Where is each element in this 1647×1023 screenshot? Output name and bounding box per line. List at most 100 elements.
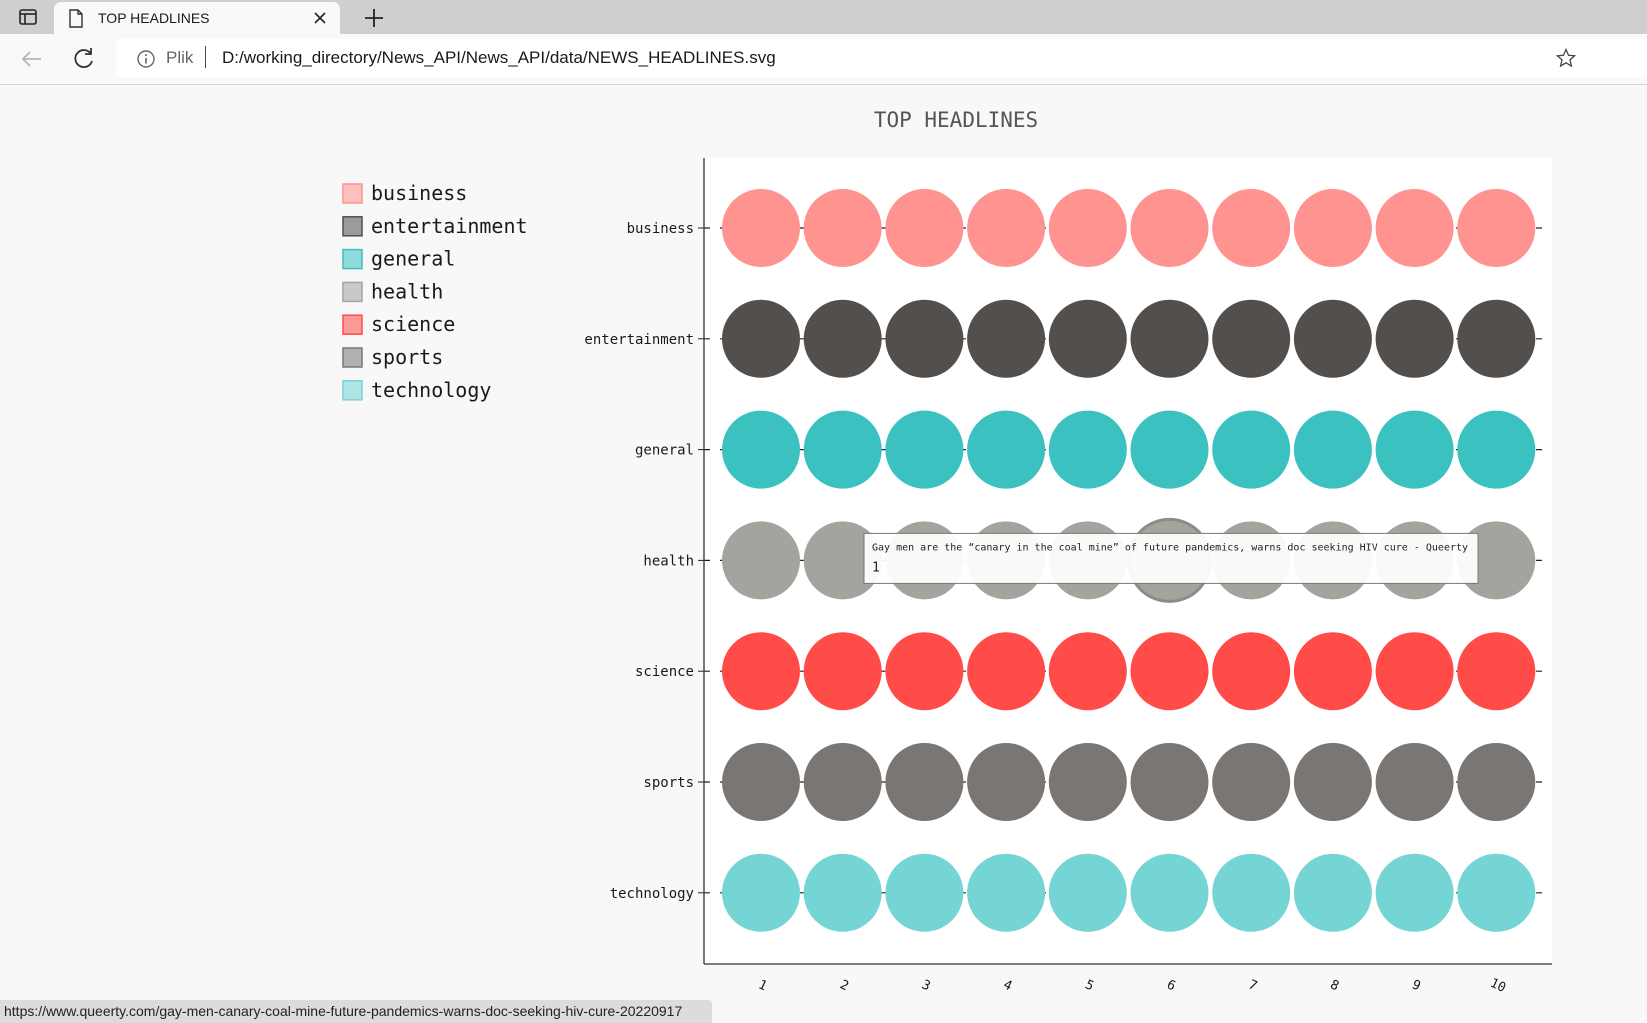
point-science-9[interactable] <box>1375 632 1454 711</box>
address-url[interactable]: D:/working_directory/News_API/News_API/d… <box>222 48 776 67</box>
point-sports-6[interactable] <box>1130 743 1209 821</box>
point-business-8[interactable] <box>1293 189 1372 267</box>
point-sports-2[interactable] <box>803 743 882 821</box>
point-general-5[interactable] <box>1048 410 1127 489</box>
point-business-10[interactable] <box>1457 189 1536 267</box>
point-technology-4[interactable] <box>967 853 1046 932</box>
point-entertainment-4[interactable] <box>967 299 1046 378</box>
x-tick-label: 3 <box>919 977 932 994</box>
point-science-8[interactable] <box>1293 632 1372 711</box>
new-tab-icon[interactable] <box>360 4 388 32</box>
point-science-1[interactable] <box>722 632 800 711</box>
point-technology-7[interactable] <box>1212 853 1291 932</box>
x-tick-label: 5 <box>1083 977 1096 994</box>
x-tick-label: 4 <box>1001 977 1015 994</box>
point-technology-3[interactable] <box>885 853 964 932</box>
favorite-star-icon[interactable] <box>1556 48 1576 68</box>
point-entertainment-8[interactable] <box>1293 299 1372 378</box>
y-tick-label-business: business <box>627 221 694 237</box>
point-entertainment-7[interactable] <box>1212 299 1291 378</box>
point-science-4[interactable] <box>967 632 1046 711</box>
point-entertainment-2[interactable] <box>803 299 882 378</box>
legend-label-entertainment[interactable]: entertainment <box>371 214 528 238</box>
point-sports-9[interactable] <box>1375 743 1454 821</box>
legend-swatch-entertainment[interactable] <box>342 216 363 237</box>
legend-swatch-business[interactable] <box>342 183 363 204</box>
point-science-6[interactable] <box>1130 632 1209 711</box>
point-technology-9[interactable] <box>1375 853 1454 932</box>
point-general-2[interactable] <box>803 410 882 489</box>
x-tick-label: 10 <box>1488 976 1509 996</box>
point-business-9[interactable] <box>1375 189 1454 267</box>
back-arrow-icon[interactable] <box>18 45 46 73</box>
point-general-6[interactable] <box>1130 410 1209 489</box>
point-entertainment-5[interactable] <box>1048 299 1127 378</box>
legend-swatch-technology[interactable] <box>342 380 363 401</box>
tab-title: TOP HEADLINES <box>98 10 210 26</box>
point-business-2[interactable] <box>803 189 882 267</box>
tooltip-value: 1 <box>872 560 880 575</box>
point-sports-8[interactable] <box>1293 743 1372 821</box>
point-science-10[interactable] <box>1457 632 1536 711</box>
point-sports-3[interactable] <box>885 743 964 821</box>
point-general-4[interactable] <box>967 410 1046 489</box>
point-business-5[interactable] <box>1048 189 1127 267</box>
legend-label-science[interactable]: science <box>371 312 455 336</box>
point-entertainment-9[interactable] <box>1375 299 1454 378</box>
point-sports-4[interactable] <box>967 743 1046 821</box>
tab-active[interactable]: TOP HEADLINES <box>54 2 340 34</box>
point-business-4[interactable] <box>967 189 1046 267</box>
point-technology-2[interactable] <box>803 853 882 932</box>
address-scheme-label: Plik <box>166 48 194 67</box>
point-entertainment-10[interactable] <box>1457 299 1536 378</box>
legend-swatch-science[interactable] <box>342 314 363 335</box>
reload-icon[interactable] <box>70 45 98 73</box>
legend-swatch-general[interactable] <box>342 248 363 270</box>
point-general-3[interactable] <box>885 410 964 489</box>
x-tick-label: 1 <box>756 977 769 994</box>
point-business-7[interactable] <box>1212 189 1291 267</box>
point-science-7[interactable] <box>1212 632 1291 711</box>
point-sports-1[interactable] <box>722 743 800 821</box>
point-business-1[interactable] <box>722 189 800 267</box>
point-science-2[interactable] <box>803 632 882 711</box>
point-sports-7[interactable] <box>1212 743 1291 821</box>
point-general-7[interactable] <box>1212 410 1291 489</box>
point-sports-5[interactable] <box>1048 743 1127 821</box>
point-technology-5[interactable] <box>1048 853 1127 932</box>
point-technology-6[interactable] <box>1130 853 1209 932</box>
point-technology-10[interactable] <box>1457 853 1536 932</box>
legend-label-technology[interactable]: technology <box>371 378 491 402</box>
point-health-2[interactable] <box>803 521 882 600</box>
point-general-9[interactable] <box>1375 410 1454 489</box>
point-entertainment-6[interactable] <box>1130 299 1209 378</box>
legend-label-general[interactable]: general <box>371 247 455 271</box>
point-business-6[interactable] <box>1130 189 1209 267</box>
point-sports-10[interactable] <box>1457 743 1536 821</box>
point-science-3[interactable] <box>885 632 964 711</box>
x-tick-label: 8 <box>1328 977 1341 994</box>
point-technology-8[interactable] <box>1293 853 1372 932</box>
point-technology-1[interactable] <box>722 853 800 932</box>
point-general-8[interactable] <box>1293 410 1372 489</box>
point-business-3[interactable] <box>885 189 964 267</box>
legend-label-business[interactable]: business <box>371 181 467 205</box>
legend-swatch-sports[interactable] <box>342 347 363 368</box>
point-entertainment-3[interactable] <box>885 299 964 378</box>
x-tick-label: 2 <box>837 977 850 994</box>
axes: business entertainment general health scienc… <box>584 158 1552 996</box>
close-icon[interactable] <box>310 8 330 28</box>
point-general-10[interactable] <box>1457 410 1536 489</box>
point-entertainment-1[interactable] <box>722 299 800 378</box>
point-general-1[interactable] <box>722 410 800 489</box>
x-tick-label: 9 <box>1409 977 1422 994</box>
legend-label-sports[interactable]: sports <box>371 345 443 369</box>
legend-swatch-health[interactable] <box>342 281 363 303</box>
tab-actions-button[interactable] <box>4 2 52 32</box>
point-science-5[interactable] <box>1048 632 1127 711</box>
legend-label-health[interactable]: health <box>371 279 443 303</box>
x-tick-label: 7 <box>1246 977 1259 994</box>
point-health-1[interactable] <box>722 521 800 600</box>
address-bar[interactable]: Plik D:/working_directory/News_API/News_… <box>116 39 1647 77</box>
info-icon[interactable] <box>136 49 156 69</box>
